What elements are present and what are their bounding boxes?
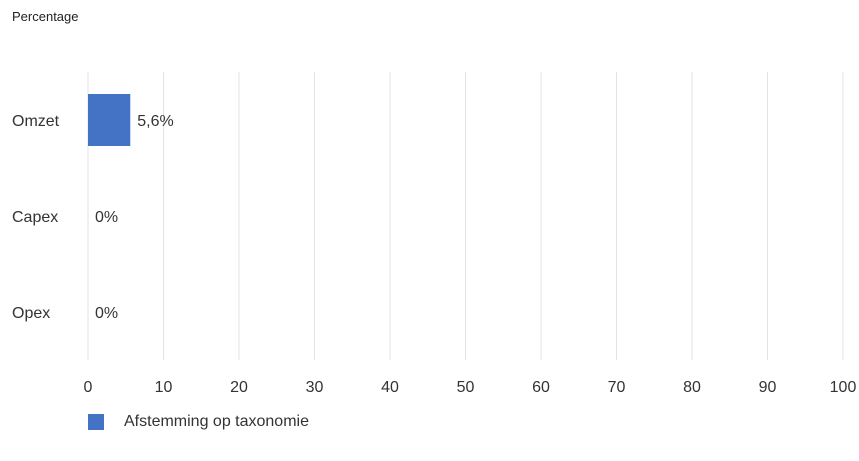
x-tick-label: 40 bbox=[381, 379, 399, 396]
x-tick-label: 0 bbox=[84, 379, 93, 396]
x-tick-label: 80 bbox=[683, 379, 701, 396]
legend-swatch bbox=[88, 414, 104, 430]
legend: Afstemming op taxonomie bbox=[88, 413, 309, 431]
x-tick-label: 30 bbox=[306, 379, 324, 396]
x-tick-label: 70 bbox=[608, 379, 626, 396]
bar bbox=[88, 94, 131, 146]
category-label: Opex bbox=[12, 305, 50, 322]
x-tick-label: 90 bbox=[759, 379, 777, 396]
category-label: Capex bbox=[12, 209, 58, 226]
data-label: 5,6% bbox=[137, 113, 173, 130]
x-tick-label: 60 bbox=[532, 379, 550, 396]
x-tick-label: 10 bbox=[155, 379, 173, 396]
data-label: 0% bbox=[95, 209, 118, 226]
chart-unit-label: Percentage bbox=[12, 9, 79, 24]
x-tick-label: 20 bbox=[230, 379, 248, 396]
data-label: 0% bbox=[95, 305, 118, 322]
x-tick-label: 50 bbox=[457, 379, 475, 396]
legend-label: Afstemming op taxonomie bbox=[124, 413, 309, 430]
x-tick-label: 100 bbox=[830, 379, 857, 396]
category-label: Omzet bbox=[12, 113, 60, 130]
